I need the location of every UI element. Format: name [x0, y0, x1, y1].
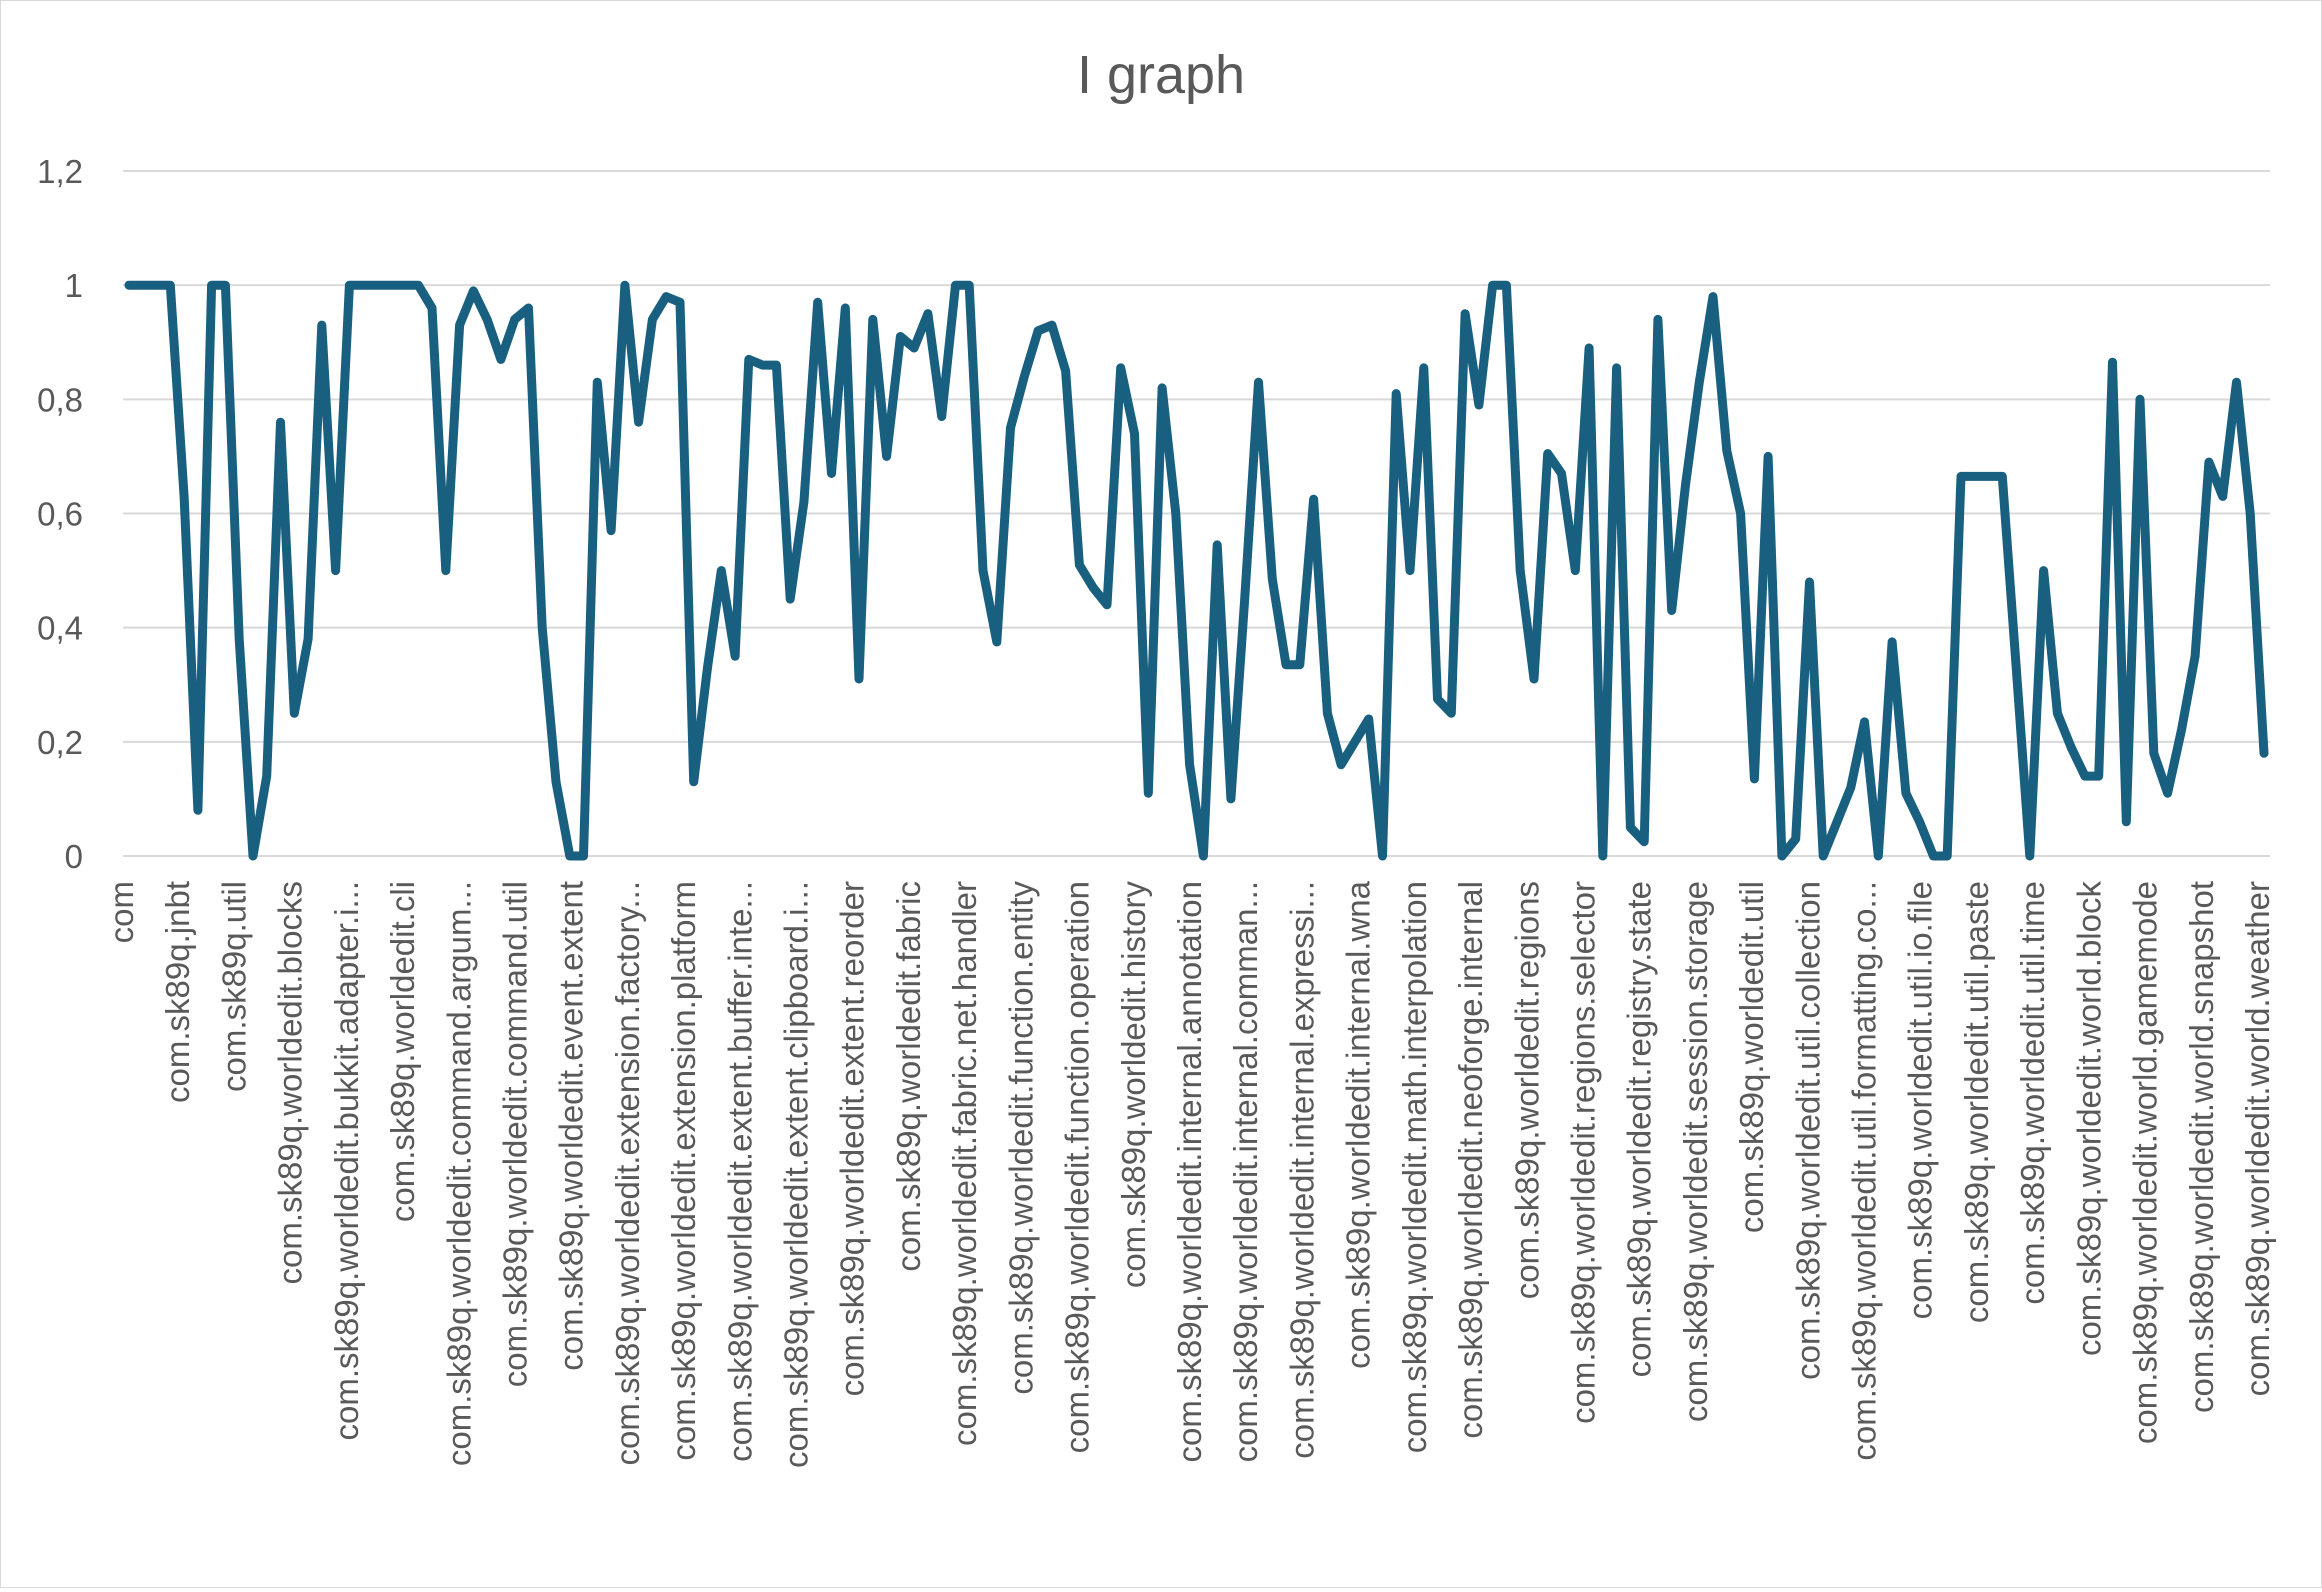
x-tick-label: com.sk89q.worldedit.bukkit.adapter.i... [328, 881, 365, 1440]
x-tick-label: com.sk89q.worldedit.world.weather [2239, 881, 2276, 1396]
x-tick-label: com.sk89q.worldedit.blocks [272, 881, 309, 1285]
x-tick-label: com.sk89q.worldedit.event.extent [553, 881, 590, 1371]
x-tick-label: com.sk89q.worldedit.util.collection [1789, 881, 1826, 1380]
x-tick-label: com.sk89q.worldedit.registry.state [1621, 881, 1658, 1377]
y-tick-label: 0,8 [37, 381, 83, 418]
x-tick-label: com.sk89q.worldedit.fabric [890, 881, 927, 1272]
y-tick-label: 0,4 [37, 610, 83, 647]
series-layer [124, 280, 2269, 861]
x-tick-label: com.sk89q.jnbt [159, 881, 196, 1103]
x-tick-label: com.sk89q.worldedit.extension.platform [665, 881, 702, 1461]
x-tick-label: com.sk89q.worldedit.util.paste [1958, 881, 1995, 1323]
x-tick-label: com.sk89q.worldedit.cli [384, 881, 421, 1222]
x-tick-label: com.sk89q.worldedit.command.util [497, 881, 534, 1387]
x-tick-label: com.sk89q.worldedit.regions.selector [1565, 881, 1602, 1424]
x-tick-label: com.sk89q.worldedit.session.storage [1677, 881, 1714, 1422]
y-axis-tick-labels: 0 0,2 0,4 0,6 0,8 1 1,2 [37, 153, 83, 875]
x-tick-label: com.sk89q.worldedit.history [1115, 881, 1152, 1289]
x-tick-label: com.sk89q.worldedit.util.formatting.co..… [1846, 881, 1883, 1461]
x-tick-label: com.sk89q.worldedit.world.snapshot [2183, 881, 2220, 1413]
x-tick-label: com.sk89q.worldedit.util.io.file [1902, 881, 1939, 1319]
x-tick-label: com.sk89q.worldedit.fabric.net.handler [946, 881, 983, 1446]
x-tick-label: com.sk89q.worldedit.math.interpolation [1396, 881, 1433, 1453]
x-tick-label: com.sk89q.worldedit.regions [1508, 881, 1545, 1299]
x-tick-label: com.sk89q.worldedit.extension.factory... [609, 881, 646, 1466]
series-line [124, 280, 2269, 861]
x-tick-label: com.sk89q.worldedit.util [1733, 881, 1770, 1233]
gridlines [123, 170, 2270, 857]
x-tick-label: com.sk89q.worldedit.internal.comman... [1227, 881, 1264, 1462]
x-tick-label: com.sk89q.worldedit.function.operation [1059, 881, 1096, 1453]
x-tick-label: com.sk89q.worldedit.world.block [2070, 881, 2107, 1357]
x-tick-label: com.sk89q.worldedit.extent.buffer.inte..… [721, 881, 758, 1462]
x-tick-label: com.sk89q.worldedit.world.gamemode [2127, 881, 2164, 1444]
x-tick-label: com.sk89q.worldedit.util.time [2014, 881, 2051, 1305]
y-tick-label: 0 [65, 838, 83, 875]
x-tick-label: com.sk89q.worldedit.internal.expressi... [1283, 881, 1320, 1459]
x-tick-label: com.sk89q.worldedit.extent.reorder [834, 881, 871, 1396]
x-tick-label: com.sk89q.worldedit.internal.wna [1340, 880, 1377, 1369]
x-axis-tick-labels: com com.sk89q.jnbt com.sk89q.util com.sk89q… [103, 880, 2276, 1468]
x-tick-label: com.sk89q.worldedit.neoforge.internal [1452, 881, 1489, 1439]
x-tick-label: com.sk89q.util [215, 881, 252, 1092]
x-tick-label: com.sk89q.worldedit.internal.annotation [1171, 881, 1208, 1463]
x-tick-label: com.sk89q.worldedit.extent.clipboard.i..… [778, 881, 815, 1468]
chart-title: I graph [1077, 45, 1245, 105]
y-tick-label: 1,2 [37, 153, 83, 190]
y-tick-label: 1 [65, 267, 83, 304]
y-tick-label: 0,6 [37, 496, 83, 533]
x-tick-label: com.sk89q.worldedit.command.argum... [440, 881, 477, 1466]
x-tick-label: com [103, 881, 140, 943]
x-tick-label: com.sk89q.worldedit.function.entity [1002, 881, 1039, 1395]
y-tick-label: 0,2 [37, 724, 83, 761]
